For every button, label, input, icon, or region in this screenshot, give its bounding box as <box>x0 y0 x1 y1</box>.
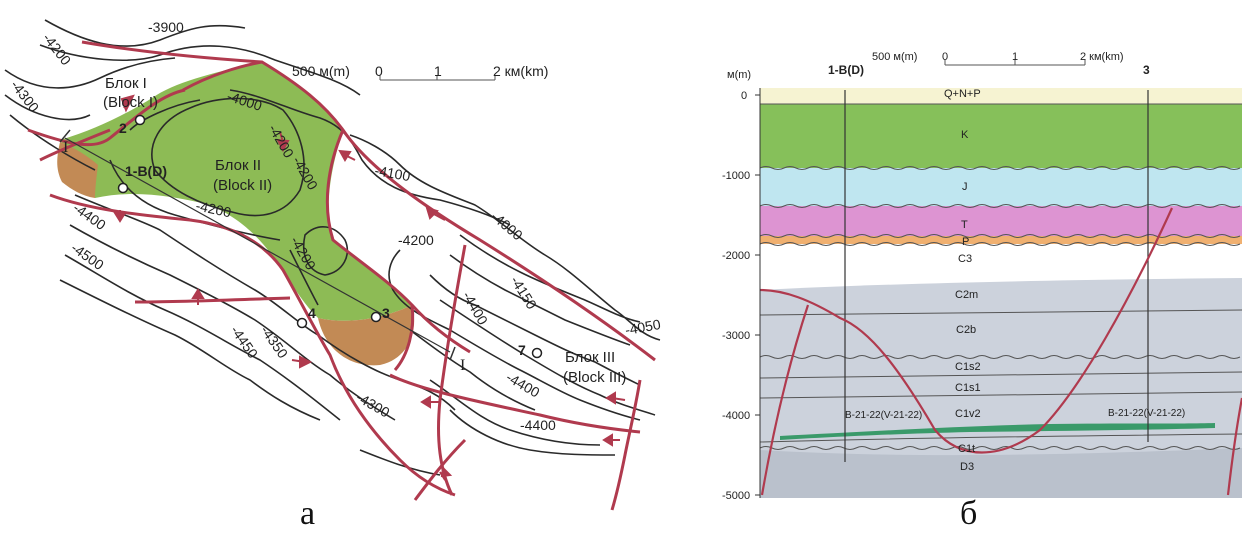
layer-label: J <box>962 181 968 193</box>
block-2-en: (Block II) <box>213 177 272 194</box>
layer-label: C1v2 <box>955 408 981 420</box>
y-tick-label: -2000 <box>722 250 750 262</box>
layer-qnp <box>760 88 1242 104</box>
block-1-en: (Block I) <box>103 94 158 111</box>
section-well-label-3: 3 <box>1143 63 1150 77</box>
reservoir-label-east: B-21-22(V-21-22) <box>1108 408 1185 419</box>
well-1bd-marker <box>117 182 129 194</box>
well-4-marker <box>296 317 308 329</box>
layer-label: P <box>962 236 969 248</box>
layer-k <box>760 104 1242 168</box>
layer-d3 <box>760 448 1242 498</box>
well-label-1bd: 1-B(D) <box>125 163 167 179</box>
layer-label: C2b <box>956 324 976 336</box>
well-label-2: 2 <box>119 120 127 136</box>
well-label-4: 4 <box>308 305 316 321</box>
section-y-axis <box>755 88 761 498</box>
section-scale-label: 500 м(m) <box>872 51 917 63</box>
layer-label: C1s1 <box>955 382 981 394</box>
layer-label: C2m <box>955 289 978 301</box>
y-tick-label: 0 <box>741 90 747 102</box>
map-scale-tick-2: 2 км(km) <box>493 63 548 79</box>
section-line-end-east <box>449 346 456 361</box>
layer-label: C1t <box>958 443 975 455</box>
layer-p <box>760 236 1242 244</box>
layer-boundaries <box>759 103 1242 450</box>
map-scale-tick-1: 1 <box>434 63 442 79</box>
caption-a: а <box>300 495 316 532</box>
reservoir-label-west: B-21-22(V-21-22) <box>845 410 922 421</box>
section-scale-tick-1: 1 <box>1012 51 1018 63</box>
y-tick-label: -4000 <box>722 410 750 422</box>
well-7-marker <box>531 347 543 359</box>
caption-b: б <box>960 495 978 532</box>
fault-arrows <box>113 94 626 481</box>
layer-c3 <box>760 244 1242 278</box>
contour-label: -4050 <box>624 316 662 338</box>
section-scale-bar <box>944 60 1086 66</box>
section-scale-tick-0: 0 <box>942 51 948 63</box>
block-2-ru: Блок II <box>215 157 261 174</box>
section-label-east: I <box>460 357 465 374</box>
map-scale-bar <box>379 75 496 81</box>
well-label-7: 7 <box>518 342 526 358</box>
reservoir-band <box>780 423 1215 440</box>
contour-label: -4200 <box>194 197 233 220</box>
map-scale-label: 500 м(m) <box>292 63 350 79</box>
well-2-marker <box>134 114 146 126</box>
contour-label: -4100 <box>373 162 411 184</box>
well-3-marker <box>370 311 382 323</box>
layer-label: Q+N+P <box>944 88 981 100</box>
layer-label: T <box>961 219 968 231</box>
layer-j <box>760 168 1242 206</box>
section-label-west: I <box>63 139 68 156</box>
oil-zone <box>60 62 412 321</box>
map-wells <box>117 114 543 359</box>
y-tick-label: -3000 <box>722 330 750 342</box>
contour-label: -3900 <box>148 19 184 35</box>
section-scale-tick-2: 2 км(km) <box>1080 51 1124 63</box>
map-scale-tick-0: 0 <box>375 63 383 79</box>
water-zone-southeast <box>318 305 415 366</box>
section-faults <box>759 207 1242 496</box>
layer-label: D3 <box>960 461 974 473</box>
section-line-end-west <box>59 129 71 143</box>
y-tick-label: -1000 <box>722 170 750 182</box>
contour-label: -4200 <box>398 232 434 248</box>
y-axis-unit: м(m) <box>727 69 751 81</box>
section-well-label-1bd: 1-B(D) <box>828 63 864 77</box>
section-line <box>64 137 451 353</box>
block-3-ru: Блок III <box>565 349 615 366</box>
well-label-3: 3 <box>382 305 390 321</box>
layer-label: C3 <box>958 253 972 265</box>
layer-label: K <box>961 129 969 141</box>
layer-label: C1s2 <box>955 361 981 373</box>
contour-label: -4400 <box>520 417 556 433</box>
block-3-en: (Block III) <box>563 369 626 386</box>
block-1-ru: Блок I <box>105 75 147 92</box>
y-tick-label: -5000 <box>722 490 750 502</box>
layer-carboniferous <box>760 278 1242 498</box>
contour-lines <box>4 19 661 476</box>
